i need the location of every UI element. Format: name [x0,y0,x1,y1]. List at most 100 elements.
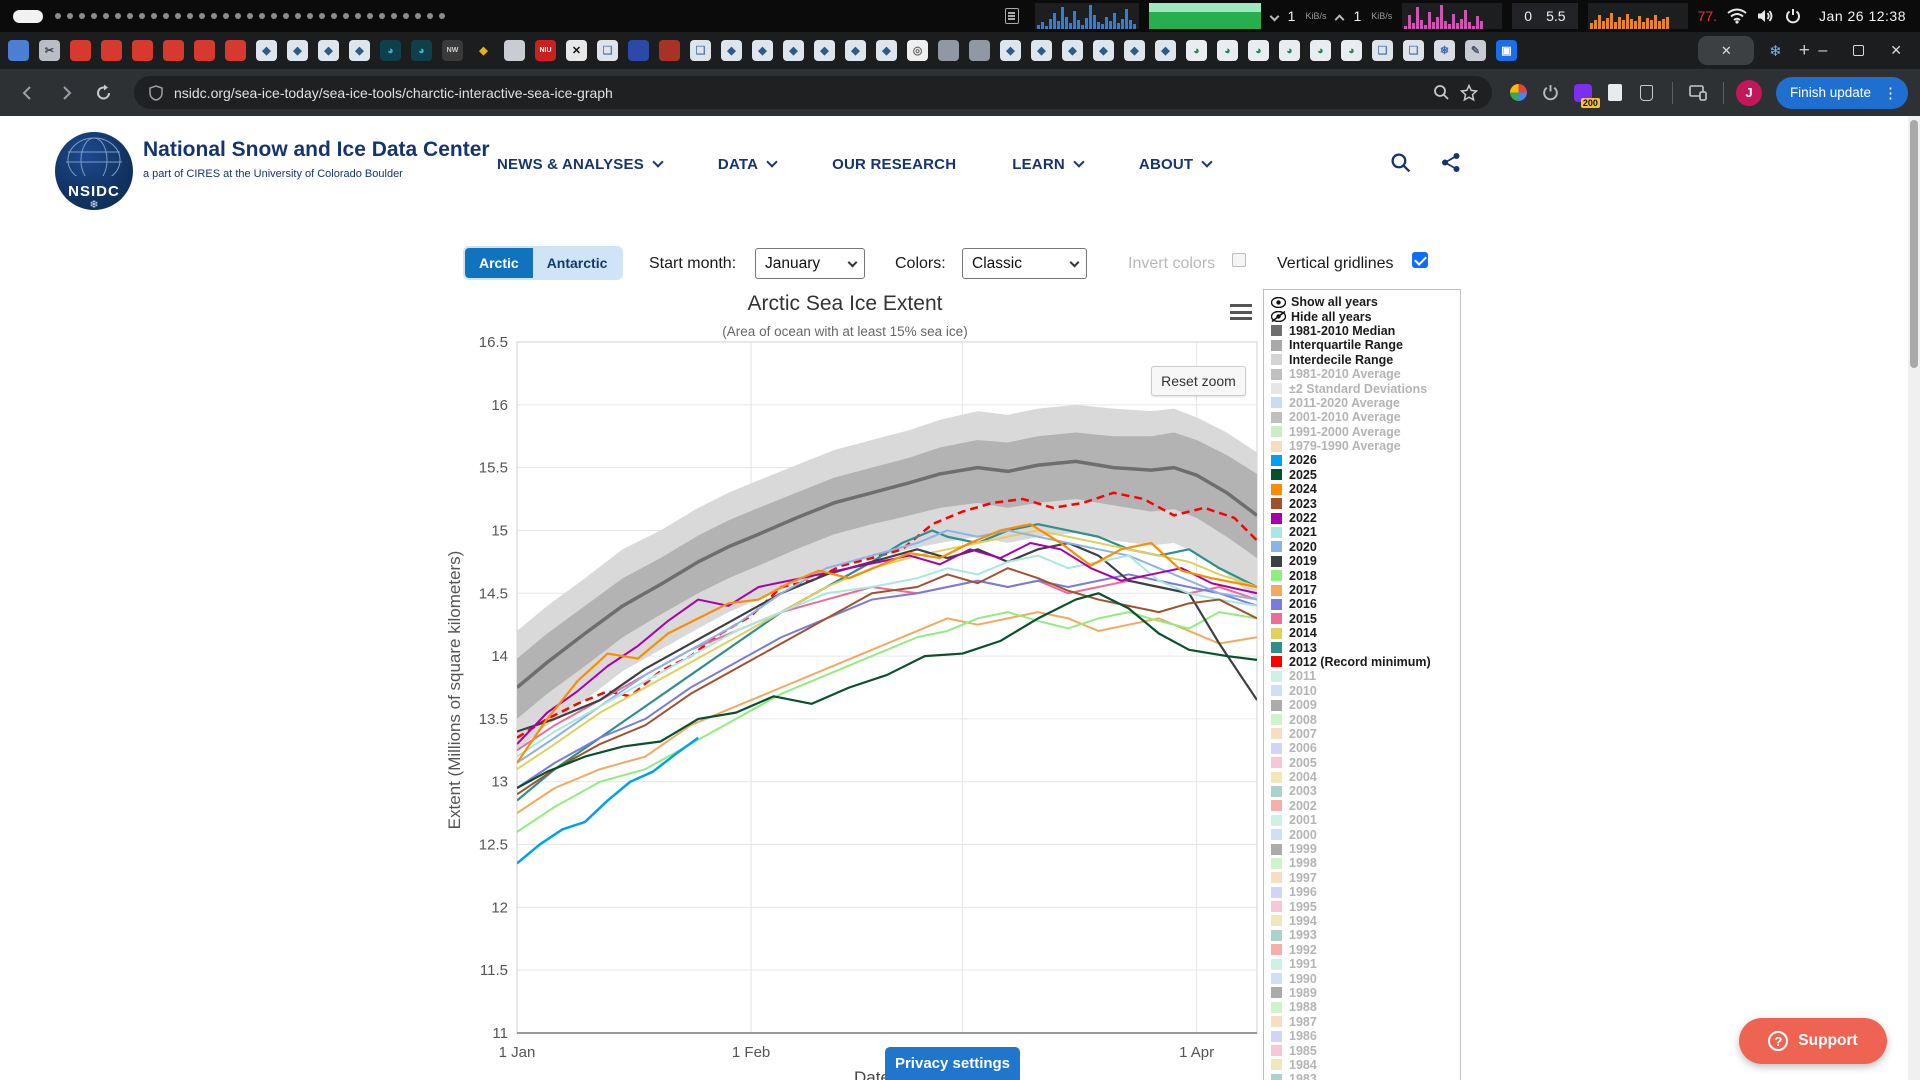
close-tab-icon[interactable]: ✕ [1720,42,1732,58]
series-2023[interactable] [517,567,1257,796]
legend-item[interactable]: 1983 [1271,1072,1460,1080]
extensions-menu-icon[interactable] [1634,80,1660,106]
browser-tab[interactable]: ✕ [566,40,587,61]
browser-tab[interactable]: ✎ [1465,40,1486,61]
browser-tab[interactable]: ◕ [380,40,401,61]
legend-item[interactable]: 1994 [1271,914,1460,928]
browser-tab[interactable]: ▣ [1496,40,1517,61]
browser-tab[interactable]: ❄ [1434,40,1455,61]
legend-item[interactable]: 2014 [1271,626,1460,640]
legend-item[interactable]: 1996 [1271,885,1460,899]
sea-ice-chart[interactable]: 16.5 16 15.5 15 14.5 14 13.5 13 12.5 12 11.5 11 1 Ja… [430,330,1275,1080]
workspace-dot[interactable] [223,13,229,19]
legend-item[interactable]: 1991 [1271,957,1460,971]
nav-item-our-research[interactable]: OUR RESEARCH [832,156,956,173]
browser-tab[interactable]: ◆ [1155,40,1176,61]
window-restore-button[interactable] [1853,45,1865,56]
workspace-dot[interactable] [367,13,373,19]
legend-item[interactable]: 1987 [1271,1015,1460,1029]
legend-item[interactable]: 2011-2020 Average [1271,396,1460,410]
workspace-dot[interactable] [295,13,301,19]
legend-item[interactable]: 2000 [1271,827,1460,842]
legend-item[interactable]: 2008 [1271,712,1460,727]
legend-item[interactable]: 2024 [1271,482,1460,496]
legend-item[interactable]: ±2 Standard Deviations [1271,381,1460,396]
legend-item[interactable]: 2022 [1271,511,1460,525]
tab-snowflake[interactable]: ❄ [1769,42,1782,60]
legend-item[interactable]: 1993 [1271,928,1460,942]
io-graph[interactable] [1587,3,1688,29]
legend-item[interactable]: 2001-2010 Average [1271,410,1460,424]
browser-tab[interactable] [659,40,680,61]
browser-tab[interactable] [70,40,91,61]
series-2017[interactable] [517,611,1257,814]
workspace-dot[interactable] [355,13,361,19]
browser-tab[interactable] [132,40,153,61]
browser-tab[interactable]: ◆ [876,40,897,61]
browser-tab[interactable] [628,40,649,61]
nsidc-logo[interactable]: NSIDC ❄ [55,132,133,210]
active-tab[interactable]: ✕ [1698,36,1755,65]
legend-item[interactable]: 2019 [1271,554,1460,568]
forward-button[interactable] [50,77,82,109]
new-tab-button[interactable]: + [1798,39,1810,61]
workspace-dot[interactable] [55,13,61,19]
workspace-dot[interactable] [187,13,193,19]
legend-item[interactable]: 2003 [1271,784,1460,798]
browser-tab[interactable]: ✂ [39,40,60,61]
browser-tab[interactable]: ◕ [1341,40,1362,61]
browser-tab[interactable] [8,40,29,61]
workspace-dot[interactable] [379,13,385,19]
browser-tab[interactable]: ◆ [287,40,308,61]
back-button[interactable] [12,77,44,109]
legend-item[interactable]: 2009 [1271,698,1460,712]
workspace-dot[interactable] [175,13,181,19]
zoom-icon[interactable] [1433,84,1450,101]
legend-item[interactable]: 2018 [1271,568,1460,583]
privacy-settings-button[interactable]: Privacy settings [885,1047,1020,1080]
legend-item[interactable]: 1990 [1271,971,1460,986]
nav-item-data[interactable]: DATA [718,156,778,173]
extension-google-icon[interactable] [1506,80,1532,106]
workspace-dot[interactable] [343,13,349,19]
page-scrollbar[interactable] [1908,116,1920,1080]
bookmark-star-icon[interactable] [1459,83,1478,102]
legend-item[interactable]: 1992 [1271,943,1460,957]
browser-tab[interactable]: ◆ [1031,40,1052,61]
legend-item[interactable]: 2005 [1271,756,1460,770]
browser-tab[interactable]: ◆ [1124,40,1145,61]
browser-tab[interactable]: ◆ [1093,40,1114,61]
browser-tab[interactable]: ◕ [1217,40,1238,61]
memory-graph[interactable] [1148,3,1261,29]
browser-tab[interactable]: ❏ [1372,40,1393,61]
legend-item[interactable]: 2015 [1271,612,1460,626]
finish-update-button[interactable]: Finish update ⋮ [1775,76,1908,109]
send-to-device-icon[interactable] [1685,80,1711,106]
legend-item[interactable]: 1981-2010 Average [1271,367,1460,381]
workspace-dot[interactable] [235,13,241,19]
browser-tab[interactable]: ◆ [473,40,494,61]
workspace-dot[interactable] [67,13,73,19]
browser-tab[interactable]: ◆ [814,40,835,61]
legend-item[interactable]: 2013 [1271,640,1460,655]
workspace-dot[interactable] [103,13,109,19]
browser-tab[interactable]: ◆ [1000,40,1021,61]
legend-item[interactable]: Interdecile Range [1271,353,1460,367]
browser-tab[interactable]: ◆ [318,40,339,61]
browser-tab[interactable]: ◕ [1248,40,1269,61]
legend-item[interactable]: 1991-2000 Average [1271,425,1460,439]
browser-tab[interactable] [938,40,959,61]
legend-item[interactable]: Interquartile Range [1271,338,1460,352]
workspace-dot[interactable] [391,13,397,19]
legend-item[interactable]: 2025 [1271,468,1460,482]
legend-eye-slash[interactable]: Hide all years [1271,309,1460,324]
nav-item-about[interactable]: ABOUT [1139,156,1213,173]
series-2018[interactable] [517,611,1257,833]
legend-item[interactable]: 2012 (Record minimum) [1271,655,1460,669]
browser-tab[interactable] [101,40,122,61]
browser-tab[interactable]: ◎ [907,40,928,61]
workspace-dot[interactable] [259,13,265,19]
arctic-toggle-button[interactable]: Arctic [465,248,533,278]
series-2026[interactable] [517,736,699,865]
legend-item[interactable]: 2016 [1271,597,1460,611]
